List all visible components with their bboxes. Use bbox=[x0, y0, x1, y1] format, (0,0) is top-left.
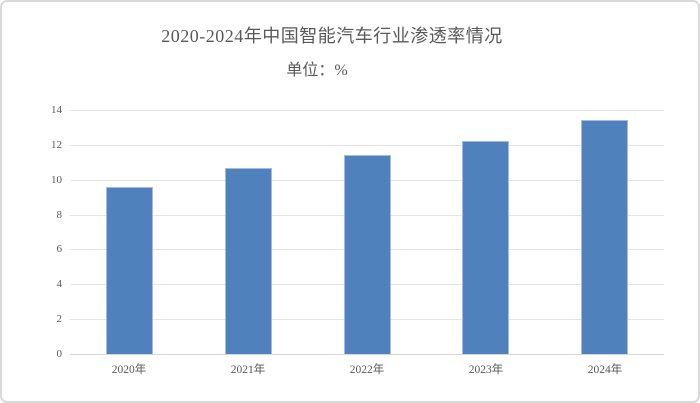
y-axis-tick-label: 2 bbox=[56, 313, 63, 326]
x-axis-tick-label: 2021年 bbox=[230, 364, 266, 376]
bar bbox=[344, 155, 391, 354]
chart-title: 2020-2024年中国智能汽车行业渗透率情况 bbox=[161, 26, 503, 46]
bar bbox=[462, 141, 509, 354]
plot-area bbox=[70, 110, 664, 355]
x-axis-tick-label: 2024年 bbox=[587, 364, 623, 376]
gridline bbox=[70, 110, 664, 111]
gridline bbox=[70, 144, 664, 146]
x-axis-tick-label: 2020年 bbox=[111, 364, 147, 376]
y-axis-tick-label: 14 bbox=[51, 104, 62, 116]
bar bbox=[581, 120, 628, 354]
chart-subtitle: 单位：% bbox=[286, 62, 348, 79]
x-axis-tick-label: 2023年 bbox=[468, 364, 504, 376]
bar bbox=[106, 187, 153, 354]
y-axis-tick-label: 10 bbox=[51, 173, 62, 186]
y-axis-tick-label: 8 bbox=[56, 208, 63, 221]
y-axis-tick-label: 4 bbox=[56, 278, 63, 291]
y-axis-tick-label: 6 bbox=[56, 243, 63, 256]
bar bbox=[225, 168, 272, 354]
y-axis-tick-label: 12 bbox=[51, 138, 62, 151]
x-axis-tick-label: 2022年 bbox=[349, 364, 385, 376]
y-axis-tick-label: 0 bbox=[56, 348, 63, 360]
